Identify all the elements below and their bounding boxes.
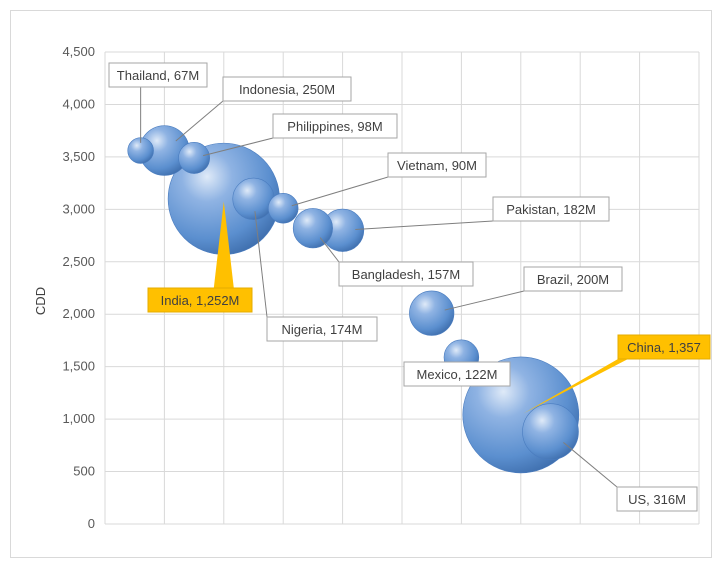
data-label-thailand: Thailand, 67M [108, 62, 208, 143]
leader-line [175, 100, 224, 142]
data-label-bangladesh: Bangladesh, 157M [319, 237, 474, 287]
bubble-brazil[interactable] [409, 290, 455, 336]
leader-line [254, 211, 268, 318]
y-tick-label: 3,500 [62, 149, 95, 164]
label-box [266, 316, 378, 342]
label-box [616, 486, 698, 512]
label-text: India, 1,252M [161, 293, 240, 308]
data-label-nigeria: Nigeria, 174M [254, 211, 378, 342]
y-tick-label: 500 [73, 464, 95, 479]
label-text: Pakistan, 182M [506, 202, 596, 217]
label-box [403, 361, 511, 387]
label-text: US, 316M [628, 492, 686, 507]
label-text: Mexico, 122M [417, 367, 498, 382]
y-tick-label: 0 [88, 516, 95, 531]
label-text: Nigeria, 174M [282, 322, 363, 337]
data-label-pakistan: Pakistan, 182M [355, 196, 610, 231]
bubble-philippines[interactable] [178, 142, 210, 174]
data-label-india: India, 1,252M [147, 201, 253, 313]
label-box [108, 62, 208, 88]
label-text: Philippines, 98M [287, 119, 382, 134]
y-tick-label: 4,500 [62, 44, 95, 59]
y-tick-label: 1,500 [62, 359, 95, 374]
label-box [222, 76, 352, 102]
y-tick-label: 3,000 [62, 201, 95, 216]
data-label-brazil: Brazil, 200M [444, 266, 623, 311]
y-tick-label: 4,000 [62, 96, 95, 111]
leader-line [203, 137, 274, 157]
bubble-bangladesh[interactable] [292, 208, 333, 249]
leader-line [444, 290, 525, 311]
y-tick-label: 2,500 [62, 254, 95, 269]
data-label-us: US, 316M [563, 442, 698, 512]
label-box [338, 261, 474, 287]
callout-pointer [523, 359, 628, 414]
data-label-indonesia: Indonesia, 250M [175, 76, 352, 142]
data-label-vietnam: Vietnam, 90M [291, 152, 487, 207]
label-box [147, 287, 253, 313]
chart-frame: 0 500 1,000 1,500 2,000 2,500 3,000 3,500 4,000 4… [10, 10, 712, 558]
label-text: China, 1,357 [627, 340, 701, 355]
y-axis: 0 500 1,000 1,500 2,000 2,500 3,000 3,500 4,000 4… [62, 44, 95, 531]
label-box [272, 113, 398, 139]
y-tick-label: 2,000 [62, 306, 95, 321]
y-tick-label: 1,000 [62, 411, 95, 426]
y-axis-title: CDD [33, 287, 48, 315]
label-text: Vietnam, 90M [397, 158, 477, 173]
bubble-nigeria[interactable] [232, 177, 275, 220]
label-box [492, 196, 610, 222]
bubble-chart: 0 500 1,000 1,500 2,000 2,500 3,000 3,500 4,000 4… [33, 44, 711, 531]
bubble-us[interactable] [522, 403, 579, 460]
data-label-china: China, 1,357 [523, 334, 711, 414]
leader-line [291, 176, 389, 207]
label-text: Thailand, 67M [117, 68, 199, 83]
label-text: Bangladesh, 157M [352, 267, 460, 282]
bubble-vietnam[interactable] [267, 193, 299, 224]
data-labels-layer: Thailand, 67M Indonesia, 250M Philippines,… [108, 62, 711, 512]
leader-line [319, 237, 340, 263]
label-text: Indonesia, 250M [239, 82, 335, 97]
leader-line [355, 220, 494, 231]
label-box [523, 266, 623, 292]
label-box [617, 334, 711, 360]
label-text: Brazil, 200M [537, 272, 609, 287]
leader-line [563, 442, 618, 488]
data-label-philippines: Philippines, 98M [203, 113, 398, 157]
data-label-mexico: Mexico, 122M [403, 361, 511, 387]
callout-pointer [213, 201, 234, 288]
label-box [387, 152, 487, 178]
